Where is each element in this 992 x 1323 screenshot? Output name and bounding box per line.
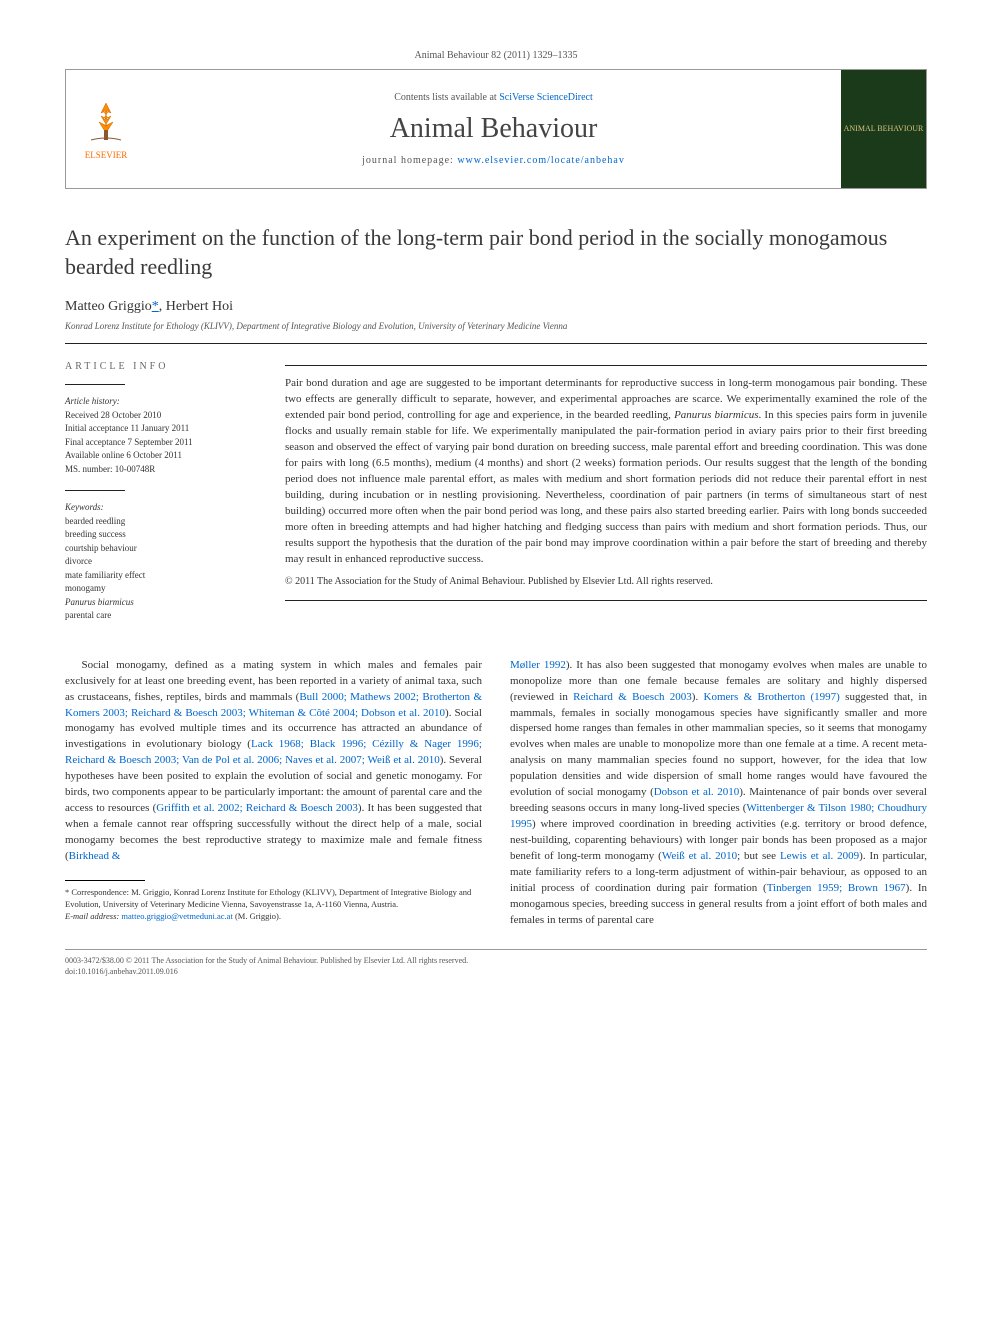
copyright: © 2011 The Association for the Study of … [285,575,927,590]
history-item: Received 28 October 2010 [65,409,255,423]
keyword: divorce [65,555,255,569]
sciencedirect-link[interactable]: SciVerse ScienceDirect [499,92,593,103]
keyword: parental care [65,609,255,623]
corresponding-author-link[interactable]: * [152,299,159,314]
keyword: courtship behaviour [65,542,255,556]
affiliation: Konrad Lorenz Institute for Ethology (KL… [65,321,927,331]
history-item: Final acceptance 7 September 2011 [65,436,255,450]
cover-label: ANIMAL BEHAVIOUR [844,124,924,134]
divider [65,343,927,344]
citation-link[interactable]: Weiß et al. 2010 [662,850,737,862]
abstract: Pair bond duration and age are suggested… [285,359,927,623]
article-title: An experiment on the function of the lon… [65,224,927,281]
history-label: Article history: [65,395,255,409]
email-link[interactable]: matteo.griggio@vetmeduni.ac.at [121,911,232,921]
abstract-text: . In this species pairs form in juvenile… [285,409,927,564]
correspondence-footnote: * Correspondence: M. Griggio, Konrad Lor… [65,887,482,911]
footnote-label: * Correspondence: [65,887,129,897]
homepage-link[interactable]: www.elsevier.com/locate/anbehav [457,155,625,166]
info-abstract-row: ARTICLE INFO Article history: Received 2… [65,359,927,623]
author-2: , Herbert Hoi [159,299,233,314]
species-name: Panurus biarmicus [674,409,758,421]
journal-homepage: journal homepage: www.elsevier.com/locat… [362,155,625,166]
journal-cover-thumbnail: ANIMAL BEHAVIOUR [841,70,926,188]
contents-prefix: Contents lists available at [394,92,499,103]
elsevier-tree-icon [81,98,131,148]
divider [285,365,927,366]
keywords: Keywords: bearded reedling breeding succ… [65,501,255,623]
citation-link[interactable]: Birkhead & [69,850,121,862]
divider-short [65,490,125,491]
publisher-logo-block: ELSEVIER [66,70,146,188]
citation-link[interactable]: Reichard & Boesch 2003 [573,691,692,703]
citation-link[interactable]: Komers & Brotherton (1997) [704,691,840,703]
citation-bar: Animal Behaviour 82 (2011) 1329–1335 [65,50,927,61]
citation-link[interactable]: Tinbergen 1959; Brown 1967 [767,882,906,894]
page-footer: 0003-3472/$38.00 © 2011 The Association … [65,949,927,977]
divider-short [65,384,125,385]
body-paragraph: Social monogamy, defined as a mating sys… [65,658,482,865]
keywords-label: Keywords: [65,501,255,515]
email-suffix: (M. Griggio). [233,911,281,921]
article-info-heading: ARTICLE INFO [65,359,255,374]
contents-line: Contents lists available at SciVerse Sci… [394,92,593,103]
header-box: ELSEVIER Contents lists available at Sci… [65,69,927,189]
column-right: Møller 1992). It has also been suggested… [510,658,927,929]
history-item: MS. number: 10-00748R [65,463,255,477]
citation-link[interactable]: Lewis et al. 2009 [780,850,859,862]
keyword: breeding success [65,528,255,542]
keyword-species: Panurus biarmicus [65,596,255,610]
journal-name: Animal Behaviour [390,113,598,145]
footer-doi: doi:10.1016/j.anbehav.2011.09.016 [65,966,927,977]
body-text: ). [692,691,704,703]
journal-page: Animal Behaviour 82 (2011) 1329–1335 ELS… [0,0,992,1017]
body-text: ; but see [737,850,780,862]
header-center: Contents lists available at SciVerse Sci… [146,70,841,188]
authors: Matteo Griggio*, Herbert Hoi [65,299,927,315]
article-history: Article history: Received 28 October 201… [65,395,255,476]
keyword: mate familiarity effect [65,569,255,583]
history-item: Initial acceptance 11 January 2011 [65,422,255,436]
citation-link[interactable]: Griffith et al. 2002; Reichard & Boesch … [156,802,358,814]
body-paragraph: Møller 1992). It has also been suggested… [510,658,927,929]
footer-copyright: 0003-3472/$38.00 © 2011 The Association … [65,955,927,966]
keyword: bearded reedling [65,515,255,529]
citation-link[interactable]: Dobson et al. 2010 [654,786,740,798]
publisher-label: ELSEVIER [85,150,128,160]
footnote-separator [65,880,145,881]
citation-link[interactable]: Møller 1992 [510,659,566,671]
homepage-prefix: journal homepage: [362,155,457,166]
author-1: Matteo Griggio [65,299,152,314]
article-info: ARTICLE INFO Article history: Received 2… [65,359,255,623]
history-item: Available online 6 October 2011 [65,449,255,463]
email-label: E-mail address: [65,911,121,921]
body-text: suggested that, in mammals, females in s… [510,691,927,799]
keyword: monogamy [65,582,255,596]
divider [285,600,927,601]
body-text: Social monogamy, defined as a mating sys… [65,658,927,929]
email-footnote: E-mail address: matteo.griggio@vetmeduni… [65,911,482,923]
column-left: Social monogamy, defined as a mating sys… [65,658,482,929]
